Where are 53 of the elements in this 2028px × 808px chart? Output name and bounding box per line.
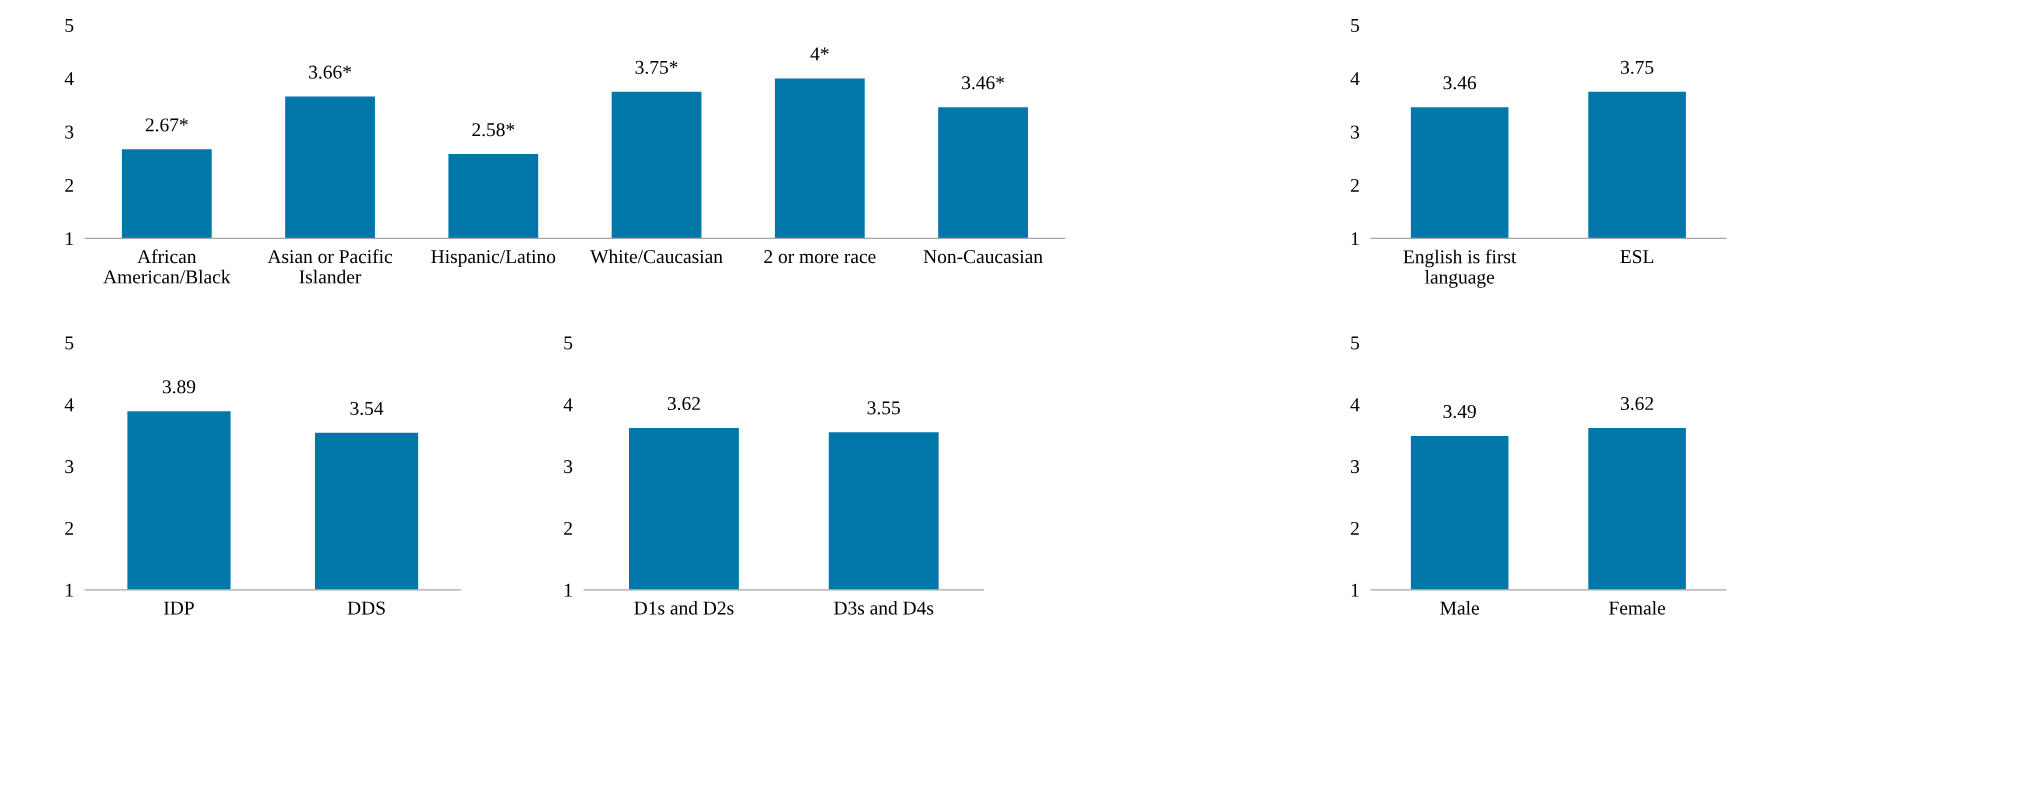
data-label: 3.62 <box>1621 396 1654 411</box>
y-tick-label: 2 <box>564 521 572 535</box>
x-tick-label: Hispanic/Latino <box>431 250 556 268</box>
data-label: 3.62 <box>667 396 700 411</box>
data-label: 4* <box>810 47 829 61</box>
y-tick-label: 4 <box>563 398 573 412</box>
x-tick-label: White/Caucasian <box>590 249 723 264</box>
y-tick-label: 4 <box>64 398 74 412</box>
y-tick-label: 1 <box>66 583 73 597</box>
y-tick-label: 2 <box>65 178 73 192</box>
x-tick-label: D1s and D2s <box>634 600 734 615</box>
y-tick-label: 4 <box>1350 72 1360 86</box>
data-label: 3.89 <box>162 380 196 394</box>
y-tick-label: 1 <box>1351 232 1359 246</box>
x-tick-label: D3s and D4s <box>834 600 934 615</box>
data-label: 3.46 <box>1443 76 1477 90</box>
x-tick-label: Asian or Pacific Islander <box>267 249 393 284</box>
y-tick-label: 2 <box>1350 521 1359 535</box>
data-label: 3.66* <box>309 65 351 79</box>
y-tick-label: 4 <box>1350 398 1360 412</box>
x-tick-label: 2 or more race <box>764 250 876 264</box>
y-tick-label: 1 <box>66 232 73 246</box>
data-label: 3.49 <box>1443 405 1476 419</box>
x-tick-label: Female <box>1609 600 1666 615</box>
y-tick-label: 5 <box>564 336 573 350</box>
x-tick-label: African American/Black <box>103 249 231 284</box>
y-tick-label: 1 <box>564 583 572 597</box>
data-label: 3.54 <box>350 401 384 416</box>
x-tick-label: English is first language <box>1403 249 1517 288</box>
y-tick-label: 2 <box>65 521 73 535</box>
y-tick-label: 3 <box>65 460 74 474</box>
data-label: 3.75 <box>1621 60 1654 74</box>
y-tick-label: 4 <box>64 72 74 86</box>
data-label: 2.67* <box>145 118 188 132</box>
y-tick-label: 3 <box>1351 125 1360 139</box>
y-tick-label: 3 <box>564 460 573 474</box>
y-tick-label: 5 <box>1351 19 1360 32</box>
x-tick-label: IDP <box>164 601 194 615</box>
y-tick-label: 5 <box>65 336 74 350</box>
x-tick-label: Non-Caucasian <box>923 250 1043 264</box>
x-tick-label: DDS <box>347 601 385 615</box>
y-tick-label: 3 <box>1351 460 1360 474</box>
y-tick-label: 2 <box>1350 178 1359 192</box>
data-label: 3.46* <box>962 76 1005 90</box>
x-tick-label: ESL <box>1620 250 1654 264</box>
y-tick-label: 5 <box>65 19 74 32</box>
x-tick-label: Male <box>1440 600 1479 615</box>
y-tick-label: 3 <box>65 125 74 139</box>
y-tick-label: 5 <box>1351 336 1360 350</box>
data-label: 2.58* <box>472 123 515 137</box>
data-label: 3.55 <box>867 401 900 415</box>
y-tick-label: 1 <box>1351 583 1359 597</box>
data-label: 3.75* <box>635 60 678 74</box>
